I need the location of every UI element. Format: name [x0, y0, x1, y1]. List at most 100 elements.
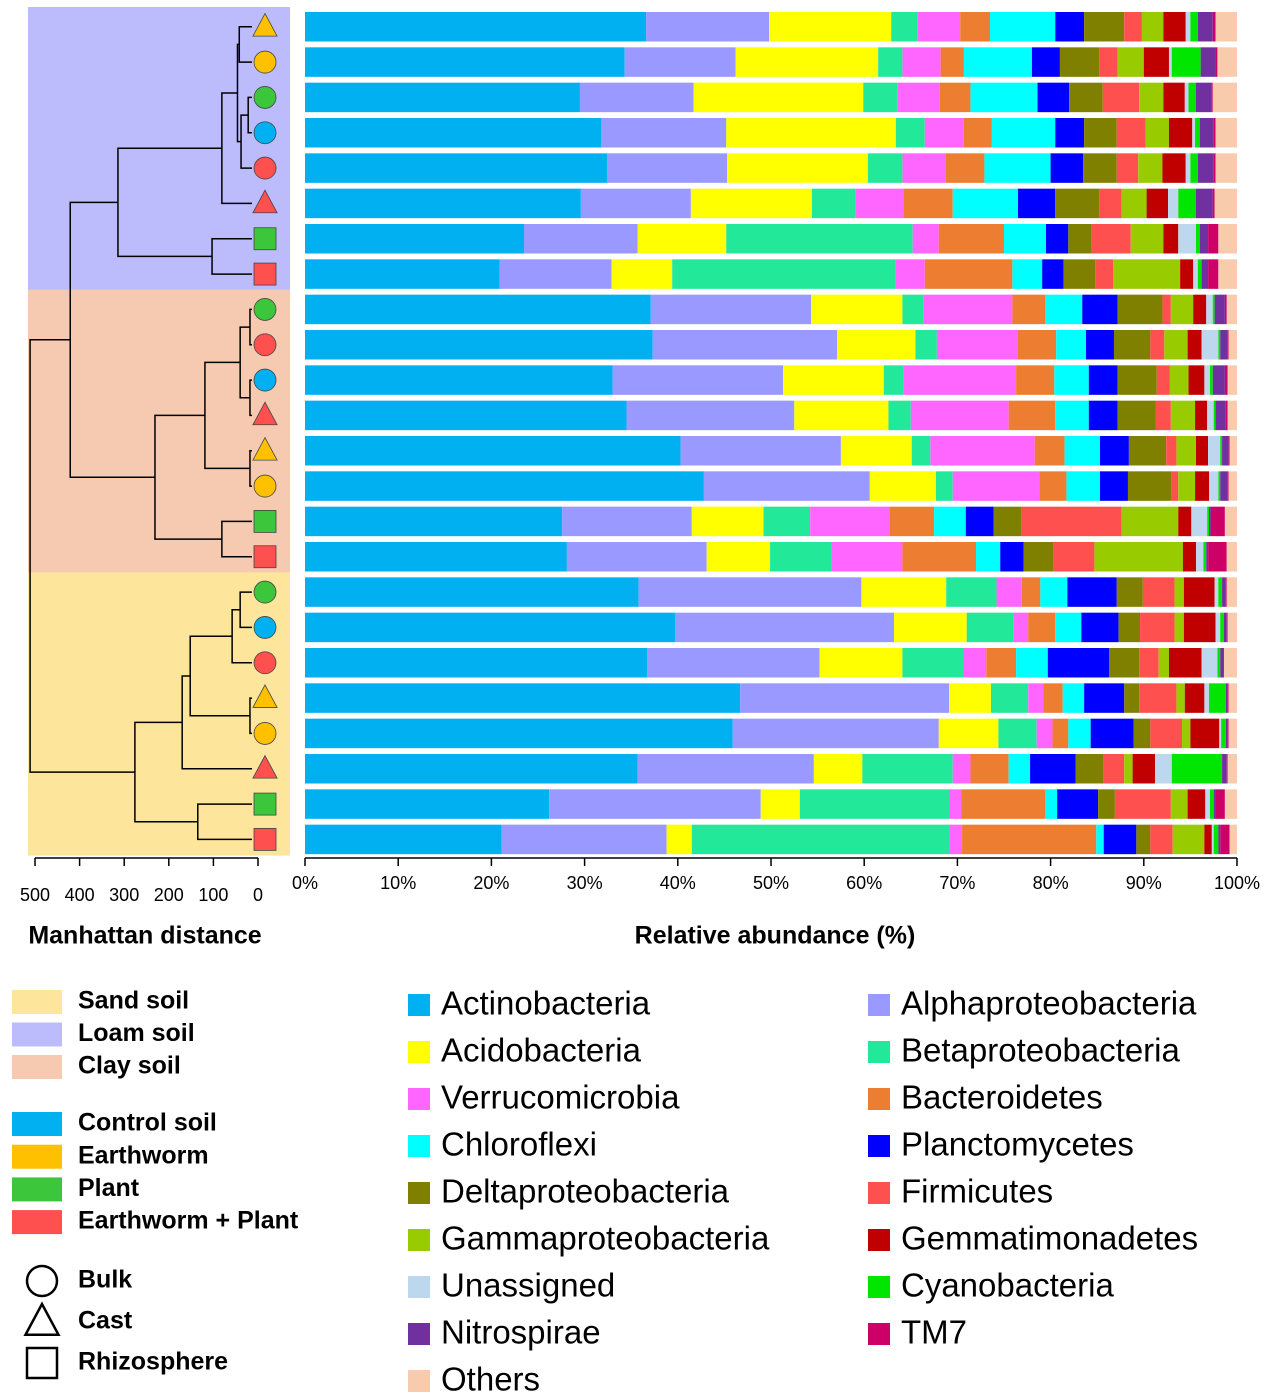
- x-tick-label: 70%: [939, 873, 975, 893]
- bar-segment: [1133, 718, 1151, 749]
- dendrogram-link: [29, 339, 135, 773]
- bar-segment: [1163, 224, 1179, 254]
- bar-segment: [1211, 824, 1214, 855]
- bar-segment: [1204, 824, 1212, 855]
- soil-band: [28, 819, 290, 856]
- bar-segment: [963, 118, 992, 148]
- bar-segment: [915, 330, 937, 360]
- bar-segment: [1168, 47, 1172, 77]
- bar-segment: [1187, 789, 1206, 819]
- bar-segment: [1223, 648, 1237, 678]
- soil-band: [28, 254, 290, 291]
- bar-segment: [1099, 188, 1122, 219]
- legend-swatch: [408, 994, 430, 1016]
- bar-segment: [637, 754, 814, 784]
- treatment-swatch: [12, 1144, 62, 1169]
- bar-segment: [1218, 330, 1221, 360]
- legend-swatch: [868, 1323, 890, 1345]
- bar-segment: [1162, 294, 1171, 325]
- bar-segment: [962, 648, 987, 678]
- x-tick-label: 90%: [1126, 873, 1162, 893]
- bar-segment: [1224, 365, 1228, 395]
- bar-segment: [1124, 754, 1133, 784]
- legend-label: Verrucomicrobia: [441, 1079, 680, 1116]
- bar-segment: [889, 506, 935, 537]
- bar-segment: [970, 754, 1009, 784]
- bar-segment: [1082, 294, 1118, 325]
- bar-segment: [917, 12, 961, 42]
- bar-segment: [566, 542, 707, 572]
- bar-segment: [861, 577, 947, 607]
- bar-segment: [862, 754, 953, 784]
- bar-segment: [1215, 400, 1226, 431]
- bar-segment: [769, 12, 892, 42]
- bar-segment: [1195, 82, 1212, 113]
- bar-segment: [1113, 259, 1181, 289]
- legend-swatch: [408, 1276, 430, 1298]
- bar-segment: [1218, 577, 1223, 607]
- bar-segment: [305, 330, 653, 360]
- bar-segment: [924, 118, 964, 148]
- bar-segment: [1099, 47, 1118, 77]
- bar-segment: [1224, 789, 1237, 819]
- soil-label: Clay soil: [78, 1052, 181, 1080]
- soil-band: [28, 360, 290, 397]
- bar-segment: [812, 188, 856, 219]
- bar-segment: [1084, 683, 1125, 713]
- bar-segment: [1156, 365, 1170, 395]
- legend-swatch: [868, 1135, 890, 1157]
- bar-segment: [727, 153, 868, 183]
- bar-segment: [305, 683, 741, 713]
- bar-segment: [1220, 330, 1228, 360]
- bar-segment: [1215, 789, 1225, 819]
- bar-segment: [952, 754, 971, 784]
- bar-segment: [1226, 294, 1237, 325]
- bar-segment: [1212, 365, 1225, 395]
- bar-segment: [1226, 542, 1237, 572]
- bar-segment: [986, 648, 1017, 678]
- sample-symbol: [253, 545, 277, 569]
- bar-segment: [1176, 436, 1196, 466]
- bar-segment: [1207, 506, 1210, 537]
- bar-segment: [1195, 188, 1213, 219]
- bar-segment: [1139, 82, 1164, 113]
- bar-segment: [1168, 648, 1202, 678]
- bar-segment: [939, 82, 971, 113]
- bar-segment: [949, 683, 991, 713]
- bar-segment: [1045, 294, 1083, 325]
- legend-swatch: [868, 1182, 890, 1204]
- bar-segment: [1226, 612, 1228, 643]
- bar-segment: [1215, 612, 1221, 643]
- bar-segment: [911, 436, 931, 466]
- soil-band: [28, 607, 290, 644]
- bar-segment: [1091, 224, 1131, 254]
- legend-label: Gemmatimonadetes: [901, 1220, 1198, 1257]
- sample-symbol: [252, 12, 278, 37]
- bar-segment: [1124, 12, 1142, 42]
- x-tick-label: 40%: [660, 873, 696, 893]
- bar-segment: [1229, 436, 1237, 466]
- bar-segment: [1218, 259, 1237, 289]
- bar-segment: [1021, 577, 1041, 607]
- sample-symbol: [253, 616, 277, 639]
- treatment-swatch: [12, 1112, 62, 1136]
- bar-segment: [1102, 82, 1140, 113]
- bar-segment: [1188, 365, 1205, 395]
- bar-segment: [1225, 718, 1228, 749]
- bar-segment: [1185, 153, 1191, 183]
- soil-band: [28, 643, 290, 679]
- bar-segment: [1195, 542, 1204, 572]
- bar-segment: [1178, 471, 1196, 501]
- legend-label: Acidobacteria: [441, 1032, 642, 1069]
- sample-symbol: [253, 298, 277, 321]
- bar-segment: [1083, 153, 1117, 183]
- bar-segment: [1139, 648, 1159, 678]
- bar-segment: [1062, 683, 1085, 713]
- bar-segment: [691, 824, 950, 855]
- legend-swatch: [868, 994, 890, 1016]
- bar-segment: [1187, 330, 1202, 360]
- bar-segment: [894, 612, 967, 643]
- sample-label: Bulk: [78, 1266, 132, 1294]
